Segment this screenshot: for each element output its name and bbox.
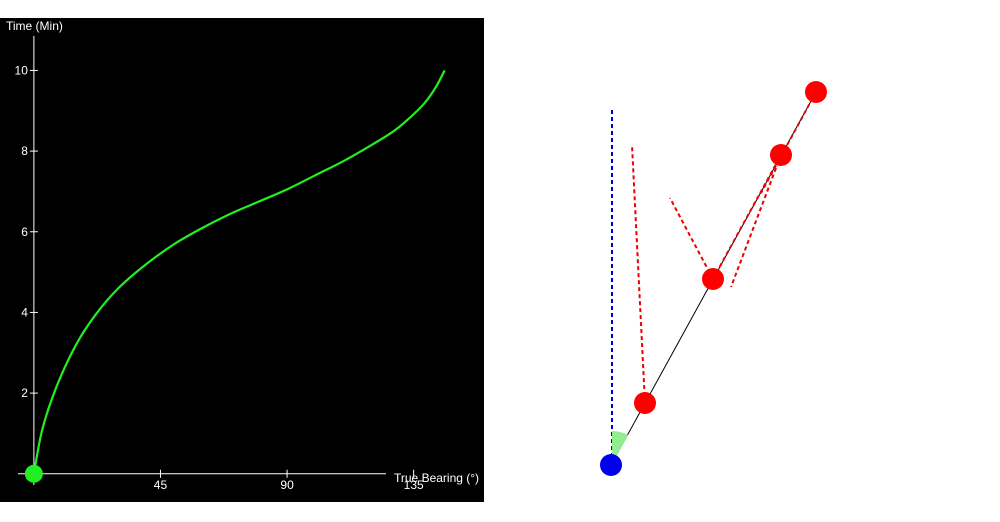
chart-svg: Time (Min) True Bearing (°) 45 90 135 2 4 6 8 1… — [0, 18, 484, 502]
bearing-line-3 — [730, 154, 782, 288]
y-tick-label: 4 — [21, 305, 28, 319]
diagram-svg — [600, 81, 827, 476]
x-tick-label: 90 — [280, 478, 294, 492]
bearing-time-chart: Time (Min) True Bearing (°) 45 90 135 2 4 6 8 1… — [0, 18, 484, 502]
x-tick-label: 45 — [154, 478, 168, 492]
y-tick-label: 2 — [21, 386, 28, 400]
y-tick-label: 10 — [15, 63, 29, 77]
x-axis-label: True Bearing (°) — [394, 471, 479, 485]
target-position-3[interactable] — [770, 144, 792, 166]
bearing-line-1 — [631, 144, 646, 404]
target-position-4[interactable] — [805, 81, 827, 103]
target-position-1[interactable] — [634, 392, 656, 414]
bearing-line-4 — [760, 91, 817, 194]
x-tick-label: 135 — [404, 478, 424, 492]
bearing-line-2b — [712, 154, 782, 280]
y-tick-label: 6 — [21, 225, 28, 239]
origin-marker[interactable] — [24, 464, 43, 483]
bearing-line-2a — [669, 197, 714, 280]
target-position-2[interactable] — [702, 268, 724, 290]
series-line — [32, 69, 446, 474]
chart-background — [0, 18, 484, 502]
observer-position[interactable] — [600, 454, 622, 476]
tick-group: 45 90 135 2 4 6 8 10 — [15, 63, 424, 491]
bearing-diagram — [500, 0, 1000, 522]
y-axis-label: Time (Min) — [6, 19, 63, 33]
y-tick-label: 8 — [21, 144, 28, 158]
